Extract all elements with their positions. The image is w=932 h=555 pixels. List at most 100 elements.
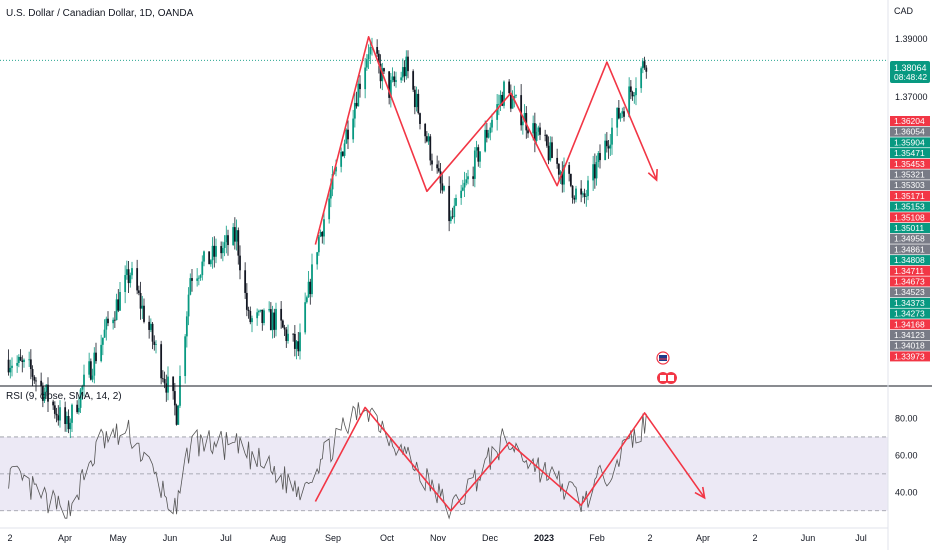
candle-body xyxy=(547,145,550,161)
candle-body xyxy=(299,332,301,352)
candle-body xyxy=(19,356,22,361)
candle-body xyxy=(425,136,428,142)
candle-body xyxy=(443,185,445,191)
candle-body xyxy=(311,264,313,295)
price-label-text: 1.34958 xyxy=(894,234,925,244)
candle-body xyxy=(172,376,175,392)
price-label-text: 1.35171 xyxy=(894,191,925,201)
time-axis-label: Jun xyxy=(163,533,178,543)
candle-body xyxy=(413,89,416,108)
candle-body xyxy=(508,81,511,94)
candle-body xyxy=(245,292,248,310)
candle-body xyxy=(263,310,265,324)
candle-body xyxy=(643,61,646,68)
candle-body xyxy=(173,391,176,406)
candle-body xyxy=(559,171,562,175)
candle-body xyxy=(520,95,523,126)
candle-body xyxy=(389,80,392,98)
candle-body xyxy=(527,130,529,134)
price-label-badge xyxy=(890,126,930,137)
candle-body xyxy=(11,365,13,368)
candle-body xyxy=(635,88,637,96)
candle-body xyxy=(383,68,385,72)
candle-body xyxy=(9,367,12,373)
candle-body xyxy=(101,337,104,345)
rsi-zigzag-drawing[interactable] xyxy=(314,406,706,512)
ca-flag-icon-2 xyxy=(668,375,674,381)
candle-body xyxy=(580,188,583,195)
candle-body xyxy=(364,67,367,90)
candle-body xyxy=(545,135,548,146)
candle-body xyxy=(273,312,276,330)
candle-body xyxy=(467,176,469,180)
candle-body xyxy=(179,376,181,406)
candle-body xyxy=(557,163,560,175)
candle-body xyxy=(544,134,547,136)
rsi-level-label: 60.00 xyxy=(895,450,918,460)
candle-body xyxy=(355,102,358,107)
candle-body xyxy=(161,378,164,380)
candle-body xyxy=(151,323,154,342)
candle-body xyxy=(463,182,466,188)
price-label-badge xyxy=(890,330,930,340)
price-label-text: 1.35904 xyxy=(894,137,925,147)
candle-body xyxy=(45,384,48,393)
candle-body xyxy=(53,405,56,414)
last-price-badge xyxy=(890,61,930,83)
candle-body xyxy=(365,59,368,68)
candle-body xyxy=(113,319,116,321)
price-label-badge xyxy=(890,265,930,276)
candle-body xyxy=(623,111,625,117)
price-label-badge xyxy=(890,148,930,159)
candle-body xyxy=(499,94,502,104)
candle-body xyxy=(611,127,613,145)
candle-body xyxy=(377,53,380,64)
candle-body xyxy=(93,352,96,376)
candle-body xyxy=(511,98,514,109)
candle-body xyxy=(485,129,488,138)
candle-body xyxy=(269,309,272,331)
candle-body xyxy=(521,121,524,126)
candle-body xyxy=(119,292,121,311)
countdown-label: 08:48:42 xyxy=(894,72,927,82)
candle-body xyxy=(143,305,145,322)
price-label-badge xyxy=(890,276,930,287)
last-price-label: 1.38064 xyxy=(894,63,927,73)
candle-body xyxy=(223,242,226,248)
candle-body xyxy=(533,123,536,141)
candle-body xyxy=(163,378,166,384)
candle-body xyxy=(395,80,397,82)
candle-body xyxy=(551,142,553,158)
time-axis-label: Jun xyxy=(801,533,816,543)
candle-body xyxy=(281,320,284,328)
candle-body xyxy=(412,71,415,90)
candle-body xyxy=(388,71,391,98)
time-axis-label: 2023 xyxy=(534,533,554,543)
candle-body xyxy=(307,281,310,298)
candle-body xyxy=(275,308,277,330)
candle-body xyxy=(77,407,80,413)
price-label-badge xyxy=(890,297,930,308)
price-label-text: 1.34273 xyxy=(894,309,925,319)
price-label-badge xyxy=(890,137,930,148)
price-label-badge xyxy=(890,287,930,298)
price-label-text: 1.35453 xyxy=(894,159,925,169)
price-zigzag-drawing[interactable] xyxy=(314,35,658,245)
price-label-badge xyxy=(890,255,930,266)
candle-body xyxy=(537,127,540,132)
rsi-level-label: 80.00 xyxy=(895,413,918,423)
price-label-text: 1.34861 xyxy=(894,244,925,254)
candle-body xyxy=(391,76,394,81)
rsi-zigzag-drawing-arrowhead xyxy=(694,486,706,500)
candle-body xyxy=(592,164,595,181)
ca-flag-icon xyxy=(660,375,666,381)
candle-body xyxy=(604,140,607,161)
candle-body xyxy=(79,389,82,408)
time-axis-label: Apr xyxy=(696,533,710,543)
candle-body xyxy=(57,415,60,421)
candle-body xyxy=(244,270,247,293)
candle-body xyxy=(407,56,409,72)
candle-body xyxy=(167,376,169,393)
